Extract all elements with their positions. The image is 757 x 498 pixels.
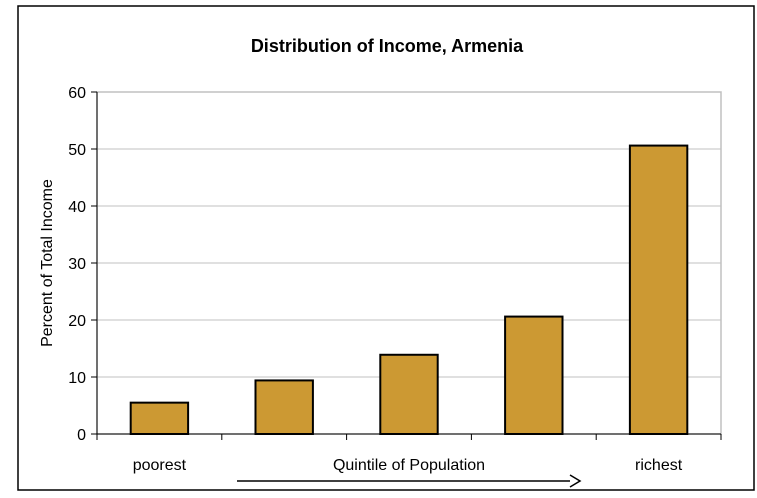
bars: [129, 144, 689, 436]
chart-title: Distribution of Income, Armenia: [251, 36, 524, 56]
y-tick-label: 0: [77, 427, 86, 444]
y-tick-label: 40: [68, 199, 86, 216]
y-axis-title: Percent of Total Income: [39, 179, 56, 347]
y-tick-label: 30: [68, 256, 86, 273]
bar: [628, 144, 689, 436]
bar: [379, 353, 439, 435]
y-tick-label: 20: [68, 313, 86, 330]
category-label: poorest: [133, 457, 187, 474]
category-label: richest: [635, 457, 683, 474]
x-tick-labels: poorest richest: [133, 457, 683, 474]
axes: [91, 91, 722, 440]
bar: [504, 315, 564, 435]
bar: [254, 379, 314, 436]
gridlines: [97, 148, 721, 378]
x-axis-title: Quintile of Population: [333, 457, 485, 474]
y-tick-label: 60: [68, 85, 86, 102]
bar: [129, 401, 190, 435]
arrow-head-icon: [569, 474, 582, 488]
y-tick-labels: 0 10 20 30 40 50 60: [68, 85, 86, 444]
y-tick-label: 50: [68, 142, 86, 159]
y-tick-label: 10: [68, 370, 86, 387]
